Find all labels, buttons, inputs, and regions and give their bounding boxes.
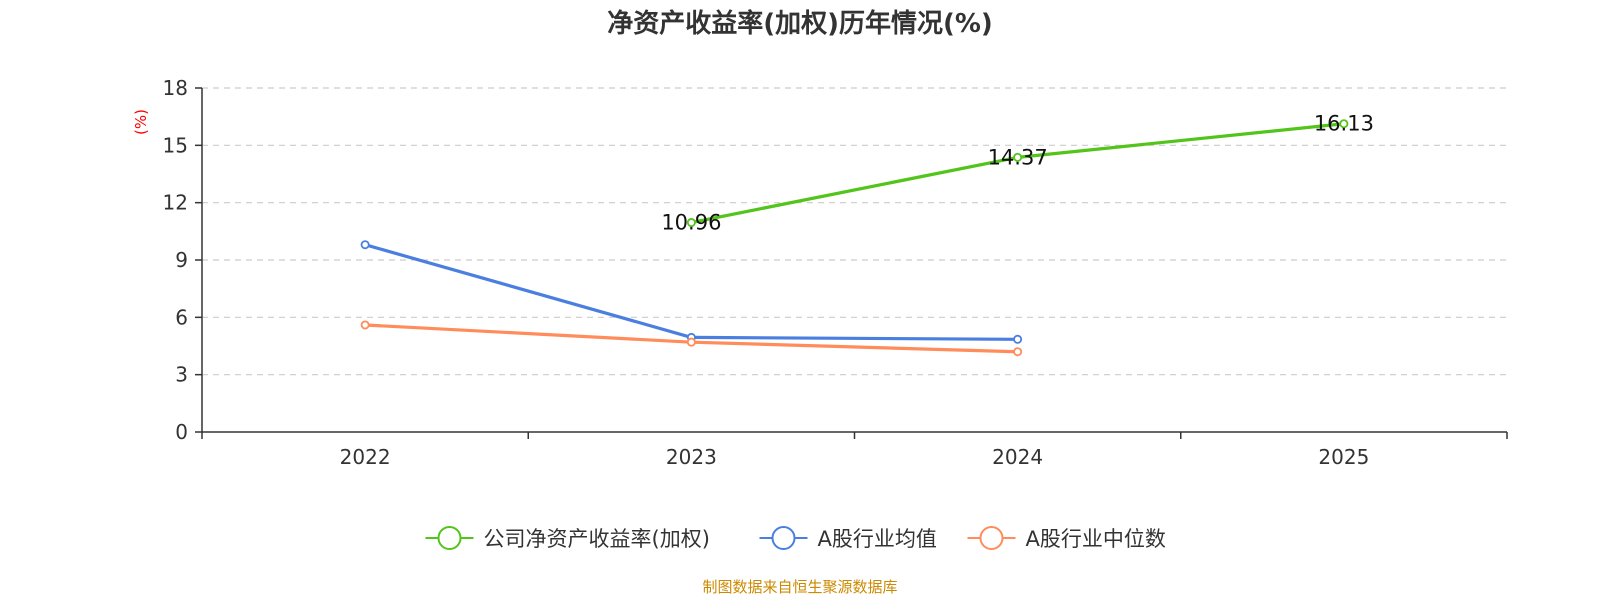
data-point — [1339, 119, 1349, 129]
x-tick-label: 2022 — [340, 445, 391, 469]
data-label: 14.37 — [988, 145, 1048, 169]
series-line-0 — [691, 122, 1345, 225]
y-tick-label: 3 — [175, 363, 188, 387]
legend-swatch-marker — [979, 526, 1004, 550]
y-tick-label: 18 — [163, 76, 188, 100]
series-lines — [360, 119, 1349, 357]
legend-swatch-marker — [437, 526, 462, 550]
x-tick-label: 2023 — [666, 445, 717, 469]
data-labels: 10.96 14.37 16.13 — [661, 112, 1374, 235]
axes: 0 3 6 9 12 15 18 2022 2023 2024 2025 — [163, 76, 1508, 469]
grid-lines — [202, 87, 1507, 376]
x-tick-label: 2024 — [992, 445, 1043, 469]
data-point — [1013, 152, 1023, 162]
chart-title: 净资产收益率(加权)历年情况(%) — [607, 8, 993, 39]
legend: 公司净资产收益率(加权) A股行业均值 A股行业中位数 — [425, 526, 1166, 551]
data-point — [686, 337, 696, 347]
y-tick-label: 12 — [163, 191, 188, 215]
data-point — [360, 240, 370, 250]
y-tick-label: 0 — [175, 420, 188, 444]
data-point — [686, 218, 696, 228]
y-tick-label: 9 — [175, 248, 188, 272]
data-label: 16.13 — [1314, 112, 1374, 136]
data-point — [1013, 347, 1023, 357]
legend-label: A股行业中位数 — [1026, 527, 1166, 551]
legend-swatch-marker — [771, 526, 796, 550]
data-label: 10.96 — [661, 211, 721, 235]
series-line-1 — [364, 243, 1018, 341]
x-tick-label: 2025 — [1318, 445, 1369, 469]
y-tick-label: 6 — [175, 305, 188, 329]
legend-label: 公司净资产收益率(加权) — [484, 527, 710, 551]
legend-label: A股行业均值 — [818, 527, 937, 551]
data-point — [360, 320, 370, 330]
y-axis-unit-label: (%) — [132, 109, 150, 135]
data-point — [1013, 334, 1023, 344]
y-tick-label: 15 — [163, 133, 188, 157]
source-note: 制图数据来自恒生聚源数据库 — [702, 578, 897, 596]
